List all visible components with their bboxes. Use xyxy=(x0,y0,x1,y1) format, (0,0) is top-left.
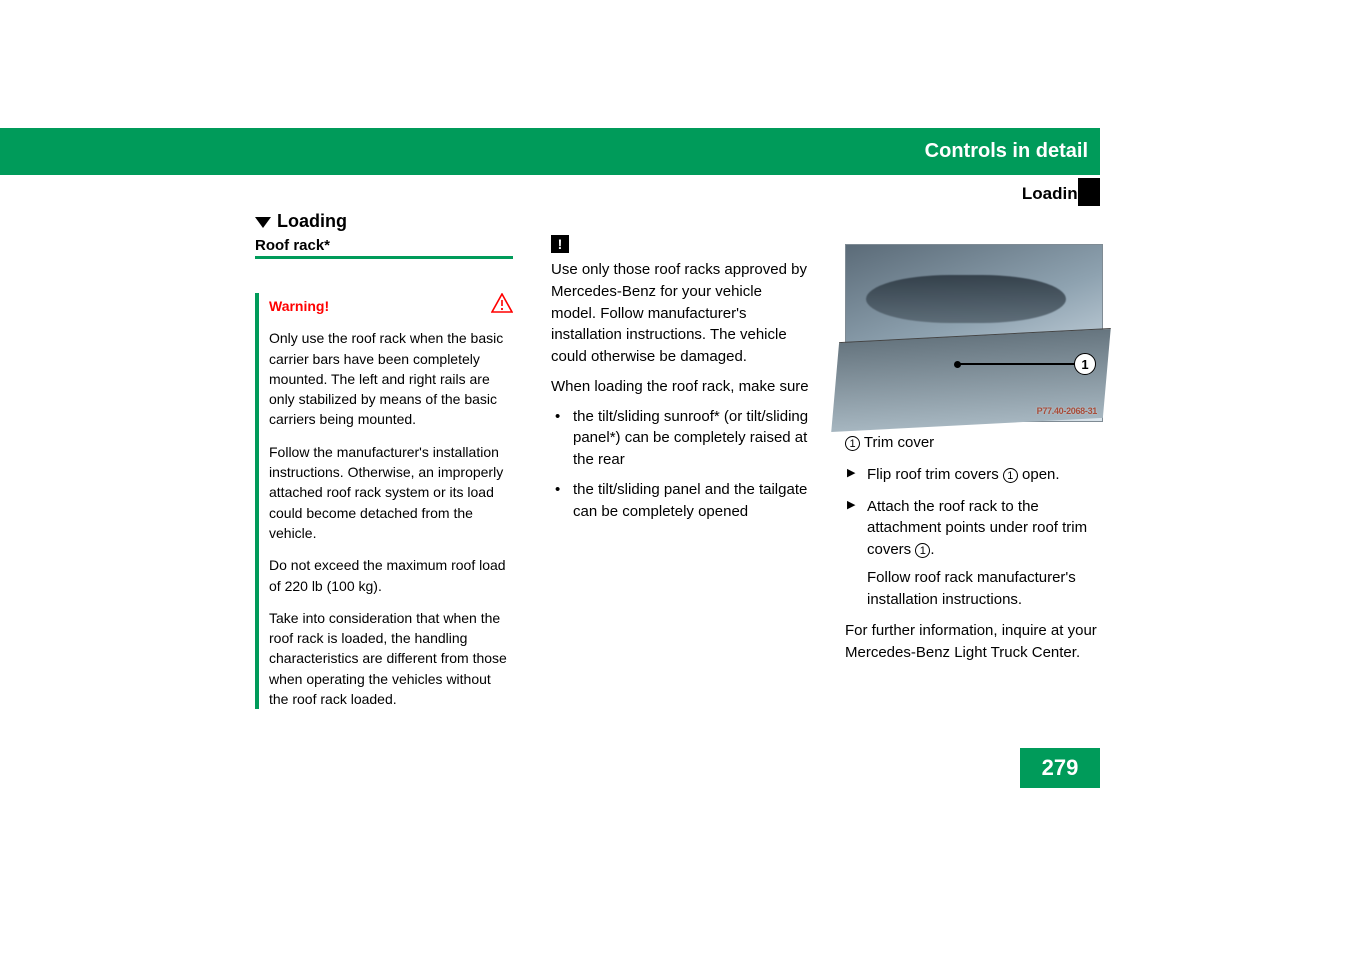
figure-caption-text: Trim cover xyxy=(864,434,934,451)
notice-badge-icon: ! xyxy=(551,235,569,253)
step-text: . xyxy=(930,541,934,558)
figure-roof-glass xyxy=(866,275,1066,323)
section-chevron-icon xyxy=(255,217,271,228)
warning-triangle-icon xyxy=(491,293,513,318)
notice-bullet: the tilt/sliding sunroof* (or tilt/slidi… xyxy=(551,406,809,471)
warning-title: Warning! xyxy=(269,296,329,316)
figure-photo-id: P77.40-2068-31 xyxy=(1037,405,1097,418)
notice-lead: When loading the roof rack, make sure xyxy=(551,376,809,398)
thumb-index-tab xyxy=(1078,178,1100,206)
closing-paragraph: For further information, inquire at your… xyxy=(845,620,1103,664)
step-text: open. xyxy=(1018,466,1060,483)
callout-line xyxy=(956,363,1076,365)
warning-paragraph: Take into consideration that when the ro… xyxy=(269,608,513,709)
warning-heading: Warning! xyxy=(269,293,513,318)
notice-bullet-list: the tilt/sliding sunroof* (or tilt/slidi… xyxy=(551,406,809,523)
roof-rack-figure: 1 P77.40-2068-31 xyxy=(845,244,1103,422)
subheading-rule xyxy=(255,256,513,259)
figure-caption: 1 Trim cover xyxy=(845,432,1103,454)
notice-bullet: the tilt/sliding panel and the tailgate … xyxy=(551,479,809,523)
column-right: 1 P77.40-2068-31 1 Trim cover Flip roof … xyxy=(845,244,1103,664)
caption-ref-icon: 1 xyxy=(845,436,860,451)
page-number: 279 xyxy=(1020,748,1100,788)
manual-page: Controls in detail Loading Loading Roof … xyxy=(0,0,1351,954)
section-heading-text: Loading xyxy=(277,211,347,231)
step-text: Flip roof trim covers xyxy=(867,466,1003,483)
procedure-steps: Flip roof trim covers 1 open. Attach the… xyxy=(845,464,1103,561)
warning-paragraph: Only use the roof rack when the basic ca… xyxy=(269,328,513,429)
warning-box: Warning! Only use the roof rack when the… xyxy=(255,293,513,709)
column-left: Warning! Only use the roof rack when the… xyxy=(255,293,513,721)
section-heading: Loading xyxy=(255,211,347,232)
warning-paragraph: Follow the manufacturer's installation i… xyxy=(269,442,513,543)
warning-paragraph: Do not exceed the maximum roof load of 2… xyxy=(269,555,513,596)
step-ref-icon: 1 xyxy=(1003,468,1018,483)
procedure-step: Attach the roof rack to the attachment p… xyxy=(845,496,1103,561)
column-center: ! Use only those roof racks approved by … xyxy=(551,234,809,530)
callout-number: 1 xyxy=(1074,353,1096,375)
chapter-title: Controls in detail xyxy=(925,140,1088,163)
section-subheading: Roof rack* xyxy=(255,237,330,254)
procedure-step: Flip roof trim covers 1 open. xyxy=(845,464,1103,486)
notice-text: Use only those roof racks approved by Me… xyxy=(551,259,809,368)
step-text: Attach the roof rack to the attachment p… xyxy=(867,498,1087,559)
step-ref-icon: 1 xyxy=(915,543,930,558)
step-followup: Follow roof rack manufacturer's installa… xyxy=(867,567,1103,611)
